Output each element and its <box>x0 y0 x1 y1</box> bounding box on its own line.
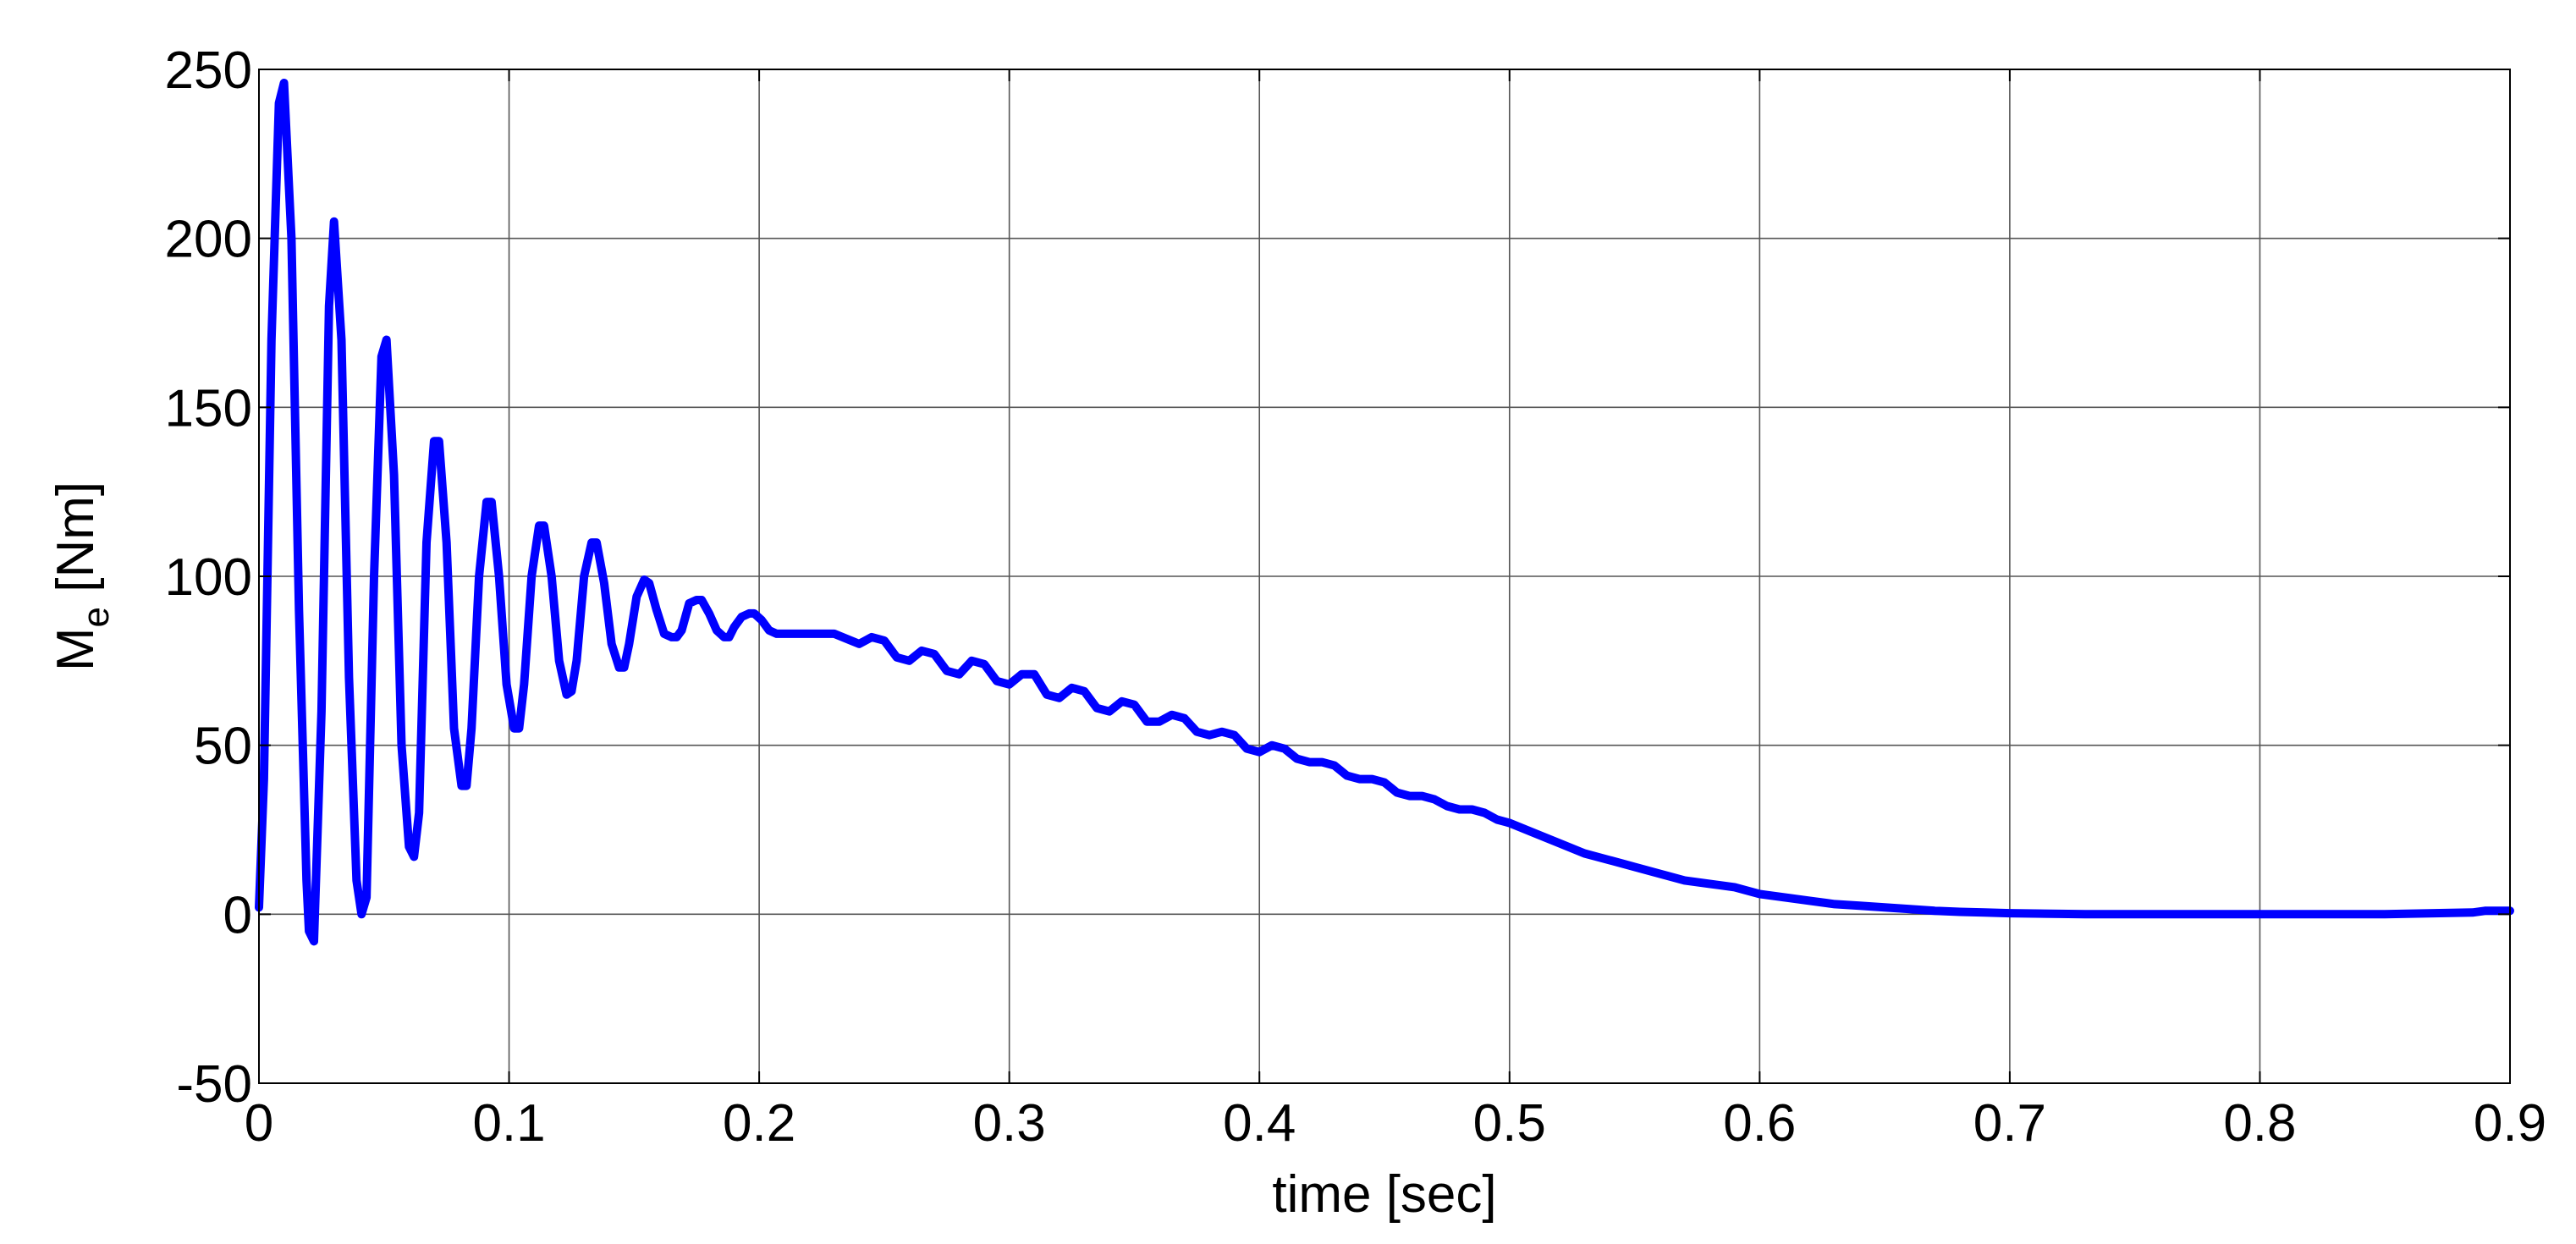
tick-marks <box>258 69 2511 1084</box>
y-tick-label: 50 <box>194 718 252 776</box>
y-tick-label: 150 <box>165 379 252 438</box>
y-axis-label: Me [Nm] <box>47 482 117 671</box>
series-line <box>255 79 2514 946</box>
x-tick-label: 0.9 <box>2474 1094 2546 1153</box>
x-tick-label: 0.7 <box>1973 1094 2046 1153</box>
x-tick-label: 0.1 <box>472 1094 545 1153</box>
y-axis-label-subscript: e <box>75 607 117 627</box>
x-axis-label: time [sec] <box>1272 1165 1496 1224</box>
y-tick-label: 100 <box>165 548 252 607</box>
x-tick-label: 0.8 <box>2223 1094 2296 1153</box>
x-tick-label: 0.5 <box>1473 1094 1546 1153</box>
x-tick-label: 0.2 <box>723 1094 795 1153</box>
y-axis-label-unit: [Nm] <box>47 482 105 607</box>
x-tick-labels: 0 0.1 0.2 0.3 0.4 0.5 0.6 0.7 0.8 0.9 <box>245 1094 2546 1153</box>
y-tick-label: 200 <box>165 211 252 269</box>
y-axis-label-main: M <box>47 627 105 671</box>
grid <box>259 69 2510 1083</box>
y-tick-label: -50 <box>176 1055 252 1114</box>
y-tick-label: 0 <box>223 886 252 944</box>
x-tick-label: 0.3 <box>973 1094 1046 1153</box>
x-tick-label: 0 <box>245 1094 273 1153</box>
y-tick-label: 250 <box>165 41 252 100</box>
y-tick-labels: -50 0 50 100 150 200 250 <box>165 41 252 1114</box>
x-tick-label: 0.4 <box>1223 1094 1296 1153</box>
x-tick-label: 0.6 <box>1723 1094 1796 1153</box>
series-layer <box>255 79 2514 946</box>
